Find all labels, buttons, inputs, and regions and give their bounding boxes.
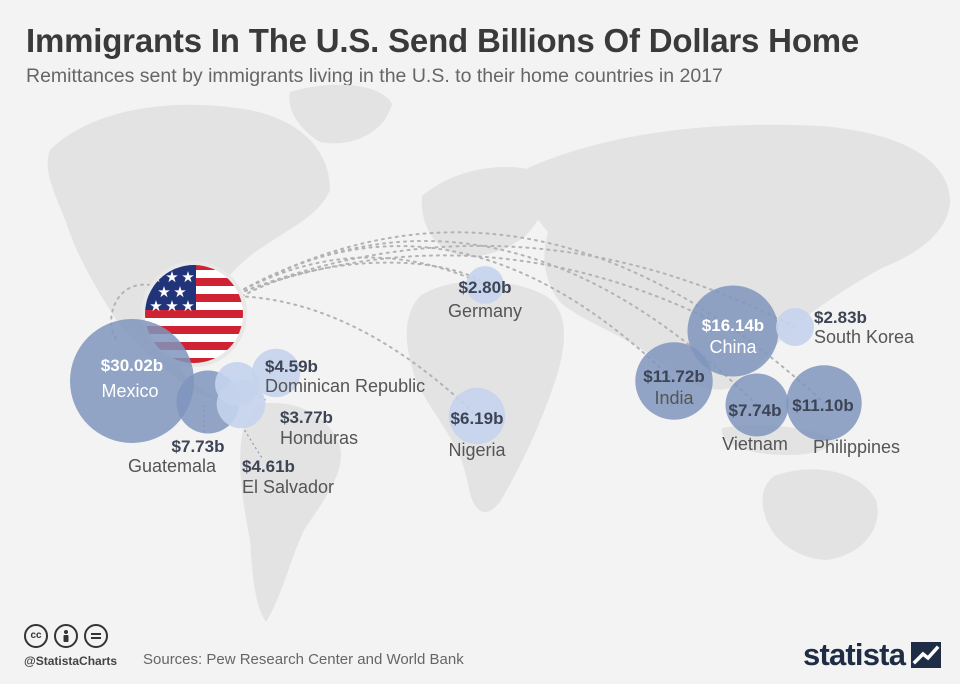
svg-text:★: ★: [165, 268, 178, 286]
attribution-icon: [54, 624, 78, 648]
svg-text:★: ★: [181, 268, 194, 286]
flow-line-china: [231, 254, 734, 332]
north-america-shape: [47, 104, 330, 414]
svg-text:★: ★: [149, 297, 162, 315]
bubble-vietnam: [725, 373, 789, 437]
value-label-el-salvador: $4.61b: [242, 457, 295, 476]
country-label-guatemala: Guatemala: [128, 456, 217, 476]
country-label-nigeria: Nigeria: [448, 440, 506, 460]
bubble-mexico: [70, 319, 194, 443]
statista-wordmark: statista: [803, 637, 906, 672]
bubble-south-korea: [776, 308, 814, 346]
asia-shape: [524, 124, 951, 390]
bubble-germany: [466, 266, 504, 304]
country-label-mexico: Mexico: [101, 381, 158, 401]
flow-line-nigeria: [231, 295, 478, 417]
value-label-nigeria: $6.19b: [451, 409, 504, 428]
value-label-germany: $2.80b: [459, 278, 512, 297]
remittance-labels: $30.02b Mexico $16.14b China $11.72b India $11…: [101, 278, 915, 497]
remittance-bubbles: [70, 266, 862, 445]
value-label-south-korea: $2.83b: [814, 308, 867, 327]
country-label-india: India: [654, 388, 694, 408]
svg-text:★: ★: [173, 283, 186, 301]
value-label-honduras: $3.77b: [280, 408, 333, 427]
chart-title: Immigrants In The U.S. Send Billions Of …: [26, 22, 860, 59]
bubble-nigeria: [448, 387, 506, 445]
source-note: Sources: Pew Research Center and World B…: [143, 651, 464, 668]
value-label-vietnam: $7.74b: [729, 401, 782, 420]
flow-line-india: [231, 245, 675, 382]
australia-shape: [762, 469, 878, 560]
country-label-dominican-republic: Dominican Republic: [265, 376, 425, 396]
us-flag-badge: ★★★ ★★ ★★★: [141, 261, 247, 367]
country-label-el-salvador: El Salvador: [242, 477, 334, 497]
flow-line-europe-arc: [235, 261, 481, 301]
flow-line-philippines: [231, 231, 825, 404]
value-label-guatemala: $7.73b: [172, 437, 225, 456]
country-label-honduras: Honduras: [280, 428, 358, 448]
bubble-honduras: [215, 362, 259, 406]
chart-subtitle: Remittances sent by immigrants living in…: [26, 65, 723, 87]
value-label-mexico: $30.02b: [101, 356, 163, 375]
license-icons: cc: [24, 624, 108, 648]
country-label-south-korea: South Korea: [814, 327, 915, 347]
flow-line-vietnam: [231, 240, 758, 406]
greenland-shape: [289, 84, 392, 144]
statista-handle: @StatistaCharts: [24, 654, 118, 668]
bubble-philippines: [786, 365, 862, 441]
bubble-dominican-republic: [251, 348, 301, 398]
country-label-china: China: [709, 337, 757, 357]
country-label-germany: Germany: [448, 301, 522, 321]
no-derivatives-icon: [84, 624, 108, 648]
country-label-vietnam: Vietnam: [722, 434, 788, 454]
statista-logo[interactable]: statista: [803, 637, 942, 673]
svg-text:★: ★: [165, 297, 178, 315]
bubble-india: [635, 342, 713, 420]
value-label-india: $11.72b: [643, 367, 704, 386]
country-label-philippines: Philippines: [813, 437, 900, 457]
statista-logo-icon: [911, 642, 942, 668]
bubble-china: [687, 285, 779, 377]
value-label-dominican-republic: $4.59b: [265, 357, 318, 376]
europe-shape: [421, 166, 545, 257]
south-america-shape: [240, 402, 342, 622]
svg-text:★: ★: [157, 283, 170, 301]
svg-text:★: ★: [181, 297, 194, 315]
value-label-philippines: $11.10b: [792, 396, 853, 415]
value-label-china: $16.14b: [702, 316, 764, 335]
creative-commons-icon: cc: [24, 624, 48, 648]
